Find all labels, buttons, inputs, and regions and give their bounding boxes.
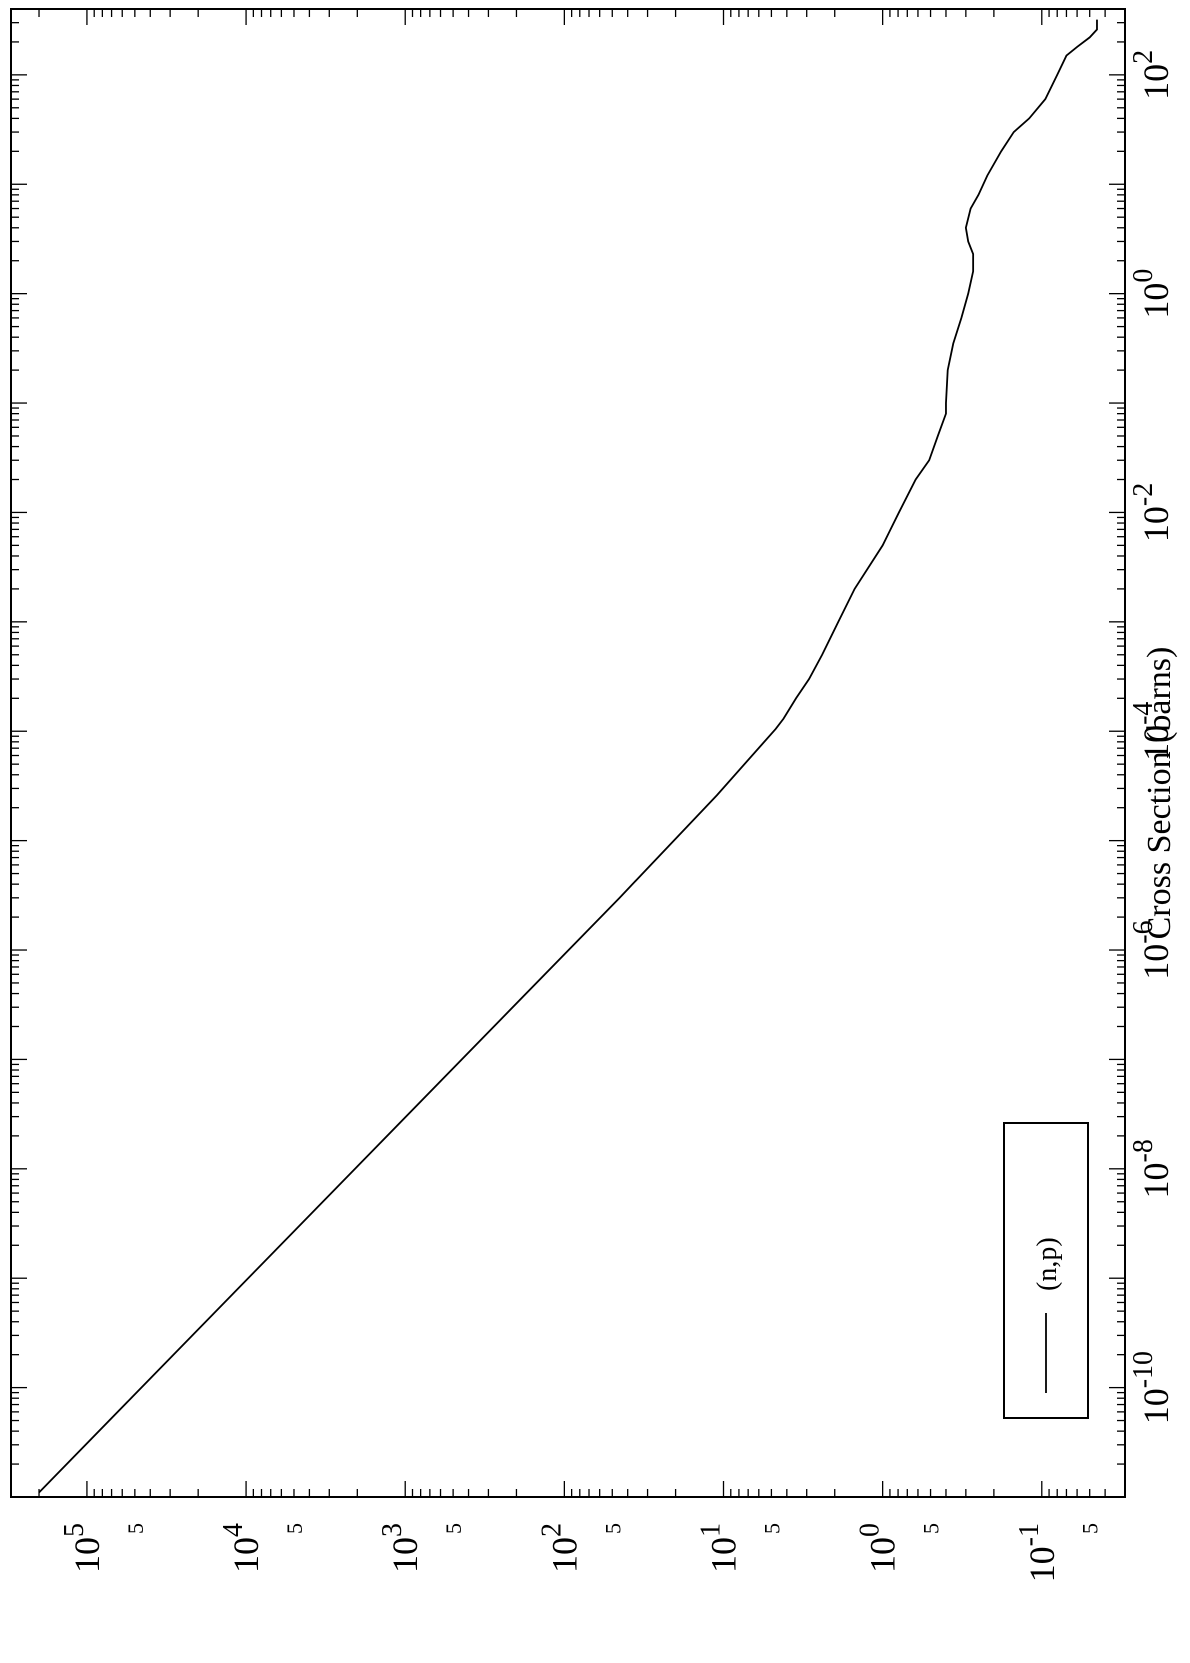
x-tick-label: 10-6 bbox=[1128, 920, 1176, 979]
y-minor-tick-label: 5 bbox=[282, 1523, 307, 1534]
y-minor-tick-label: 5 bbox=[123, 1523, 148, 1534]
x-tick-label: 102 bbox=[1128, 50, 1176, 100]
x-tick-label: 100 bbox=[1128, 269, 1176, 319]
y-minor-tick-label: 5 bbox=[1078, 1523, 1103, 1534]
y-minor-tick-label: 5 bbox=[441, 1523, 466, 1534]
y-tick-label: 102 bbox=[536, 1523, 584, 1573]
tick-labels: 10-10 10-8 10-6 10-4 10-2 100 102 10-1 100 101 102… bbox=[59, 50, 1176, 1582]
legend: (n,p) bbox=[1003, 1122, 1089, 1419]
y-tick-label: 100 bbox=[855, 1523, 903, 1573]
y-minor-tick-label: 5 bbox=[919, 1523, 944, 1534]
legend-label: (n,p) bbox=[1032, 1237, 1063, 1291]
x-tick-label: 10-4 bbox=[1128, 702, 1176, 761]
y-minor-tick-label: 5 bbox=[759, 1523, 784, 1534]
y-tick-label: 101 bbox=[696, 1523, 744, 1573]
legend-box bbox=[1003, 1122, 1089, 1419]
y-tick-label: 104 bbox=[218, 1523, 266, 1573]
x-tick-label: 10-10 bbox=[1128, 1351, 1176, 1424]
y-tick-label: 10-1 bbox=[1014, 1523, 1062, 1582]
series-line-n-p bbox=[38, 19, 1098, 1494]
y-tick-label: 105 bbox=[59, 1523, 107, 1573]
y-tick-label: 103 bbox=[377, 1523, 425, 1573]
y-minor-tick-label: 5 bbox=[600, 1523, 625, 1534]
axis-ticks bbox=[10, 8, 1126, 1498]
x-tick-label: 10-2 bbox=[1128, 483, 1176, 542]
plot-area-frame bbox=[10, 8, 1126, 1498]
y-axis-label: Cross Section (barns) bbox=[1141, 647, 1178, 940]
x-tick-label: 10-8 bbox=[1128, 1139, 1176, 1198]
